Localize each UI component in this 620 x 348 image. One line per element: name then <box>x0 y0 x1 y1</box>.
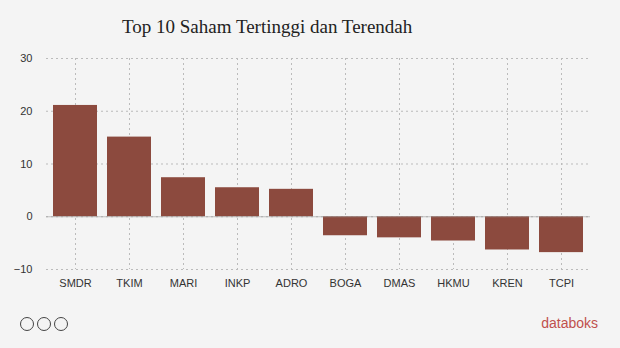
svg-text:TCPI: TCPI <box>549 277 574 289</box>
svg-text:10: 10 <box>20 158 32 170</box>
svg-text:30: 30 <box>20 52 32 64</box>
html-text:Top 10 Saham Tertinggi dan Ter: Top 10 Saham Tertinggi dan Terendah <box>122 16 413 37</box>
svg-text:INKP: INKP <box>225 277 251 289</box>
svg-text:TKIM: TKIM <box>116 277 142 289</box>
svg-text:0: 0 <box>26 210 32 222</box>
html-text:databoks: databoks <box>541 315 598 331</box>
svg-text:MARI: MARI <box>170 277 198 289</box>
svg-text:KREN: KREN <box>492 277 523 289</box>
svg-text:HKMU: HKMU <box>437 277 469 289</box>
svg-text:20: 20 <box>20 105 32 117</box>
svg-text:BOGA: BOGA <box>330 277 362 289</box>
svg-text:ADRO: ADRO <box>276 277 308 289</box>
svg-text:DMAS: DMAS <box>384 277 416 289</box>
svg-text:SMDR: SMDR <box>59 277 91 289</box>
svg-text:−10: −10 <box>14 263 33 275</box>
